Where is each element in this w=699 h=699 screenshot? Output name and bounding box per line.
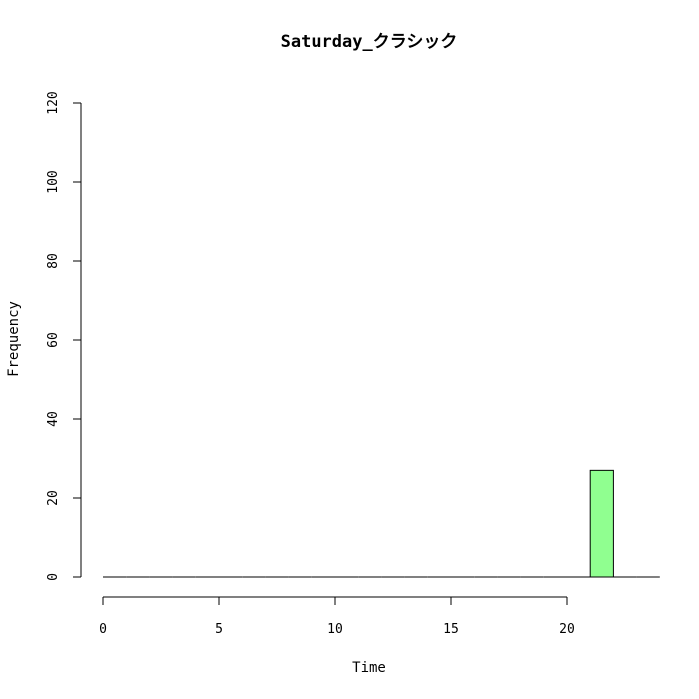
y-tick-label: 120 <box>46 91 61 114</box>
x-tick-label: 10 <box>327 622 343 637</box>
y-tick-label: 20 <box>46 490 61 506</box>
y-axis-title: Frequency <box>6 301 22 377</box>
y-tick-label: 0 <box>46 573 61 581</box>
x-axis: 0 5 10 15 20 <box>99 596 575 637</box>
y-tick-label: 60 <box>46 332 61 348</box>
x-tick-label: 5 <box>215 622 223 637</box>
y-tick-label: 100 <box>46 170 61 193</box>
chart-title: Saturday_クラシック <box>281 32 458 52</box>
x-tick-label: 0 <box>99 622 107 637</box>
y-axis: 0 20 40 60 80 100 120 <box>46 91 82 581</box>
y-tick-label: 80 <box>46 253 61 269</box>
x-axis-title: Time <box>352 660 386 676</box>
y-tick-label: 40 <box>46 411 61 427</box>
x-tick-label: 20 <box>559 622 575 637</box>
x-tick-label: 15 <box>443 622 459 637</box>
bars-group <box>103 469 660 578</box>
histogram-bar <box>589 469 614 578</box>
